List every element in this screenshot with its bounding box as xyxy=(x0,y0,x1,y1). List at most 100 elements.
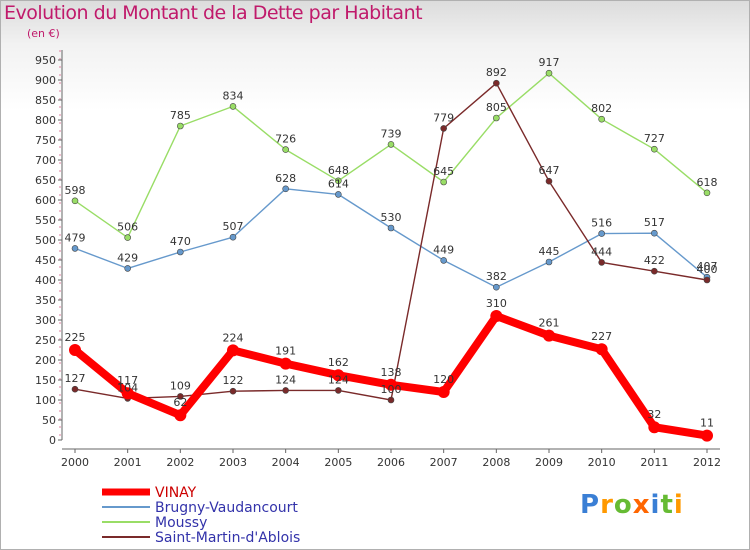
data-point-brugny-vaudancourt xyxy=(124,265,131,272)
data-point-saint-martin-d-ablois xyxy=(387,396,395,404)
data-point-moussy xyxy=(387,141,395,148)
y-tick-label: 700 xyxy=(35,154,56,167)
data-label-saint-martin-d-ablois: 422 xyxy=(644,254,665,267)
data-label-saint-martin-d-ablois: 109 xyxy=(170,379,191,392)
data-label-vinay: 117 xyxy=(117,374,138,387)
data-point-moussy xyxy=(177,122,184,130)
data-point-vinay xyxy=(701,429,713,442)
data-point-brugny-vaudancourt xyxy=(651,229,658,237)
data-label-moussy: 645 xyxy=(433,165,454,178)
data-label-vinay: 32 xyxy=(647,408,661,421)
data-point-saint-martin-d-ablois xyxy=(335,387,342,394)
data-point-vinay xyxy=(69,344,81,356)
data-point-brugny-vaudancourt xyxy=(545,258,553,266)
data-label-brugny-vaudancourt: 530 xyxy=(381,211,402,224)
data-point-moussy xyxy=(229,103,237,110)
data-label-brugny-vaudancourt: 470 xyxy=(170,235,191,248)
data-label-vinay: 191 xyxy=(275,345,296,358)
data-label-vinay: 162 xyxy=(328,356,349,369)
data-point-saint-martin-d-ablois xyxy=(545,177,553,185)
y-tick-label: 250 xyxy=(35,334,56,347)
data-label-vinay: 225 xyxy=(65,331,86,344)
data-label-saint-martin-d-ablois: 892 xyxy=(486,66,507,79)
data-point-brugny-vaudancourt xyxy=(229,233,237,241)
data-label-brugny-vaudancourt: 479 xyxy=(65,231,86,244)
data-point-brugny-vaudancourt xyxy=(598,230,605,237)
y-tick-label: 400 xyxy=(35,274,56,287)
series-layer xyxy=(69,69,713,442)
x-tick-label: 2000 xyxy=(61,456,89,469)
data-point-vinay xyxy=(648,421,661,434)
data-point-moussy xyxy=(493,114,500,122)
data-label-brugny-vaudancourt: 507 xyxy=(223,220,244,233)
y-tick-label: 200 xyxy=(35,354,56,367)
data-label-saint-martin-d-ablois: 124 xyxy=(328,373,349,386)
data-label-moussy: 598 xyxy=(65,184,86,197)
data-label-moussy: 785 xyxy=(170,109,191,122)
data-label-saint-martin-d-ablois: 647 xyxy=(539,164,560,177)
data-point-saint-martin-d-ablois xyxy=(598,259,605,266)
legend: VINAYBrugny-VaudancourtMoussySaint-Marti… xyxy=(102,485,300,546)
y-tick-label: 150 xyxy=(35,374,56,387)
data-point-vinay xyxy=(279,357,292,370)
data-point-saint-martin-d-ablois xyxy=(282,387,289,394)
data-label-vinay: 224 xyxy=(223,331,244,344)
data-point-brugny-vaudancourt xyxy=(71,245,79,252)
data-point-moussy xyxy=(545,69,553,77)
data-point-saint-martin-d-ablois xyxy=(651,267,658,275)
data-point-saint-martin-d-ablois xyxy=(177,393,184,400)
chart-subtitle: (en €) xyxy=(27,27,60,40)
data-label-moussy: 727 xyxy=(644,132,665,145)
x-tick-label: 2012 xyxy=(693,456,721,469)
data-label-saint-martin-d-ablois: 779 xyxy=(433,111,454,124)
data-label-saint-martin-d-ablois: 444 xyxy=(591,245,612,258)
y-tick-label: 450 xyxy=(35,254,56,267)
x-tick-label: 2003 xyxy=(219,456,247,469)
data-label-moussy: 739 xyxy=(381,127,402,140)
data-point-vinay xyxy=(227,344,239,357)
x-tick-label: 2011 xyxy=(640,456,668,469)
data-label-brugny-vaudancourt: 445 xyxy=(539,245,560,258)
y-tick-label: 50 xyxy=(42,414,56,427)
data-label-vinay: 227 xyxy=(591,330,612,343)
data-point-vinay xyxy=(174,409,187,422)
data-label-brugny-vaudancourt: 614 xyxy=(328,177,349,190)
y-tick-label: 750 xyxy=(35,134,56,147)
data-label-moussy: 726 xyxy=(275,133,296,146)
data-point-moussy xyxy=(335,177,342,185)
data-point-vinay xyxy=(121,387,134,400)
x-tick-label: 2009 xyxy=(535,456,563,469)
data-point-vinay xyxy=(332,369,345,382)
y-tick-label: 0 xyxy=(49,434,56,447)
data-label-brugny-vaudancourt: 407 xyxy=(697,260,718,273)
data-point-brugny-vaudancourt xyxy=(177,248,184,256)
logo-letter: i xyxy=(673,490,684,520)
data-point-saint-martin-d-ablois xyxy=(71,385,79,393)
y-tick-label: 550 xyxy=(35,214,56,227)
legend-label-vinay: VINAY xyxy=(155,485,197,501)
data-label-moussy: 802 xyxy=(591,102,612,115)
data-point-brugny-vaudancourt xyxy=(493,283,500,291)
data-label-brugny-vaudancourt: 516 xyxy=(591,217,612,230)
y-tick-label: 350 xyxy=(35,294,56,307)
x-tick-label: 2006 xyxy=(377,456,405,469)
x-tick-label: 2005 xyxy=(324,456,352,469)
data-labels: 479 429 470 507 628 614 530 449 382 445 516 517 407 5… xyxy=(65,56,718,429)
data-label-moussy: 506 xyxy=(117,221,138,234)
logo-letter: i xyxy=(650,490,661,520)
logo-letter: P xyxy=(580,490,601,520)
y-tick-label: 800 xyxy=(35,114,56,127)
x-tick-label: 2001 xyxy=(114,456,142,469)
proxiti-logo: Proxiti xyxy=(580,490,684,520)
data-label-saint-martin-d-ablois: 100 xyxy=(381,383,402,396)
data-label-saint-martin-d-ablois: 122 xyxy=(223,374,244,387)
data-label-saint-martin-d-ablois: 127 xyxy=(65,372,86,385)
data-label-vinay: 62 xyxy=(173,396,187,409)
legend-label-saint-martin-d-ablois: Saint-Martin-d'Ablois xyxy=(155,530,300,546)
data-label-moussy: 805 xyxy=(486,101,507,114)
data-label-moussy: 618 xyxy=(697,176,718,189)
x-tick-label: 2004 xyxy=(272,456,300,469)
data-point-moussy xyxy=(651,145,658,153)
data-label-saint-martin-d-ablois: 124 xyxy=(275,373,296,386)
